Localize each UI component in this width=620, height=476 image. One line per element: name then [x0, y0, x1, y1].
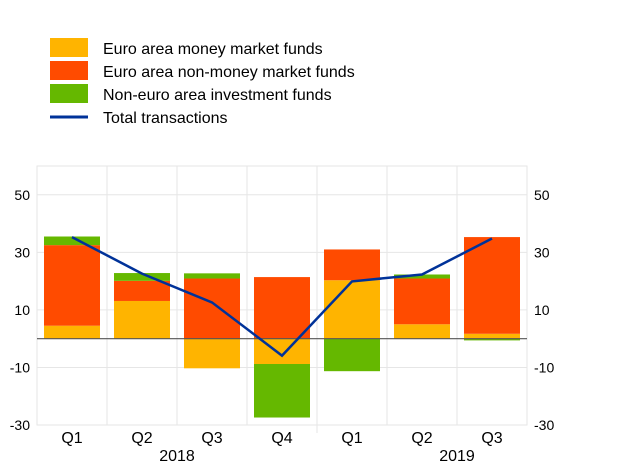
bar-segment — [394, 324, 450, 339]
y-tick-label-left: 30 — [14, 244, 30, 260]
bar-segment — [254, 277, 310, 339]
bar-segment — [44, 245, 100, 326]
x-tick-label: Q1 — [61, 430, 82, 447]
x-tick-label: Q2 — [131, 430, 152, 447]
bar-segment — [114, 273, 170, 281]
legend: Euro area money market funds Euro area no… — [50, 38, 355, 127]
bar-segment — [324, 249, 380, 281]
legend-label: Non-euro area investment funds — [103, 87, 332, 104]
legend-label: Euro area non-money market funds — [103, 64, 355, 81]
y-tick-label-right: -10 — [534, 359, 554, 375]
legend-swatch — [50, 38, 88, 57]
bar-segment — [464, 237, 520, 334]
bar-segment — [184, 338, 240, 369]
y-tick-label-right: 50 — [534, 187, 550, 203]
bar-segment — [254, 338, 310, 364]
legend-swatch — [50, 84, 88, 103]
legend-label: Total transactions — [103, 110, 228, 127]
y-tick-label-left: -30 — [10, 417, 30, 433]
y-tick-label-right: -30 — [534, 417, 554, 433]
bar-segment — [394, 278, 450, 325]
y-tick-label-right: 30 — [534, 244, 550, 260]
total-transactions-line — [71, 235, 493, 358]
bar-segment — [324, 280, 380, 339]
bar-segment — [44, 236, 100, 246]
axes: 50 50 30 30 10 10 -10 -10 -30 -30 Q1 Q2 Q3 Q4 Q1 Q2 Q3 20… — [10, 187, 555, 465]
x-tick-label: Q3 — [201, 430, 222, 447]
y-tick-label-left: 50 — [14, 187, 30, 203]
total-line — [71, 235, 493, 358]
legend-label: Euro area money market funds — [103, 41, 323, 58]
y-tick-label-left: 10 — [14, 302, 30, 318]
y-tick-label-left: -10 — [10, 359, 30, 375]
x-tick-label: Q1 — [341, 430, 362, 447]
bar-segment — [324, 338, 380, 372]
bar-segment — [184, 278, 240, 339]
bar-segment — [114, 300, 170, 339]
bar-segment — [464, 338, 520, 341]
bar-segment — [114, 280, 170, 301]
bar-segment — [254, 363, 310, 418]
legend-swatch — [50, 61, 88, 80]
bar-segment — [44, 325, 100, 339]
y-tick-label-right: 10 — [534, 302, 550, 318]
bars — [44, 236, 520, 418]
x-tick-label: Q4 — [271, 430, 292, 447]
year-label: 2019 — [439, 448, 475, 465]
x-tick-label: Q3 — [481, 430, 502, 447]
bar-segment — [394, 274, 450, 279]
year-label: 2018 — [159, 448, 195, 465]
x-tick-label: Q2 — [411, 430, 432, 447]
bar-segment — [184, 273, 240, 279]
bar-segment — [464, 333, 520, 339]
